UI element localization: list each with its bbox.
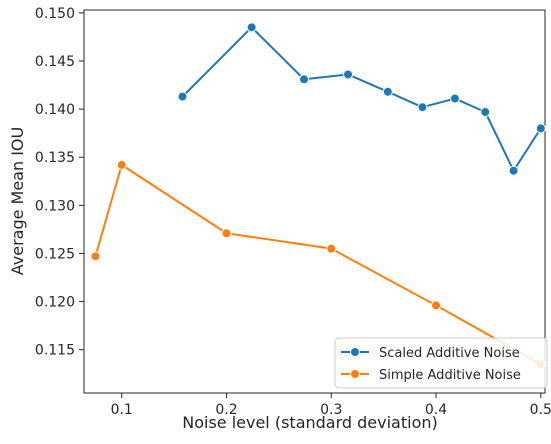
y-tick-label: 0.130 (35, 198, 75, 214)
x-axis-title: Noise level (standard deviation) (182, 413, 438, 432)
data-point (431, 300, 442, 311)
x-tick-label: 0.2 (215, 402, 237, 418)
x-tick-label: 0.4 (425, 402, 447, 418)
y-axis-title: Average Mean IOU (8, 127, 27, 276)
y-tick-label: 0.120 (35, 295, 75, 311)
data-point (535, 123, 546, 134)
y-tick-label: 0.135 (35, 150, 75, 166)
data-point (221, 228, 232, 239)
y-tick-label: 0.115 (35, 343, 75, 359)
legend-marker-0 (350, 347, 360, 357)
y-tick-label: 0.150 (35, 6, 75, 22)
legend-label-0: Scaled Additive Noise (379, 346, 520, 361)
data-point (382, 86, 393, 97)
ticks-layer: 0.115 0.120 0.125 0.130 0.135 0.140 0.145 0.150… (35, 6, 551, 418)
data-point (116, 159, 127, 170)
data-point (177, 91, 188, 102)
series-line-0 (181, 26, 542, 172)
data-point (246, 22, 257, 33)
x-tick-label: 0.5 (530, 402, 551, 418)
x-tick-label: 0.1 (111, 402, 133, 418)
data-point (480, 107, 491, 118)
y-tick-label: 0.145 (35, 54, 75, 70)
data-point (299, 74, 310, 85)
data-point (343, 69, 354, 80)
data-point (90, 251, 101, 262)
legend-label-1: Simple Additive Noise (379, 368, 521, 383)
legend: Scaled Additive Noise Simple Additive Noi… (334, 337, 548, 389)
data-point (449, 93, 460, 104)
legend-box (334, 337, 548, 389)
legend-marker-1 (350, 369, 360, 379)
y-tick-label: 0.140 (35, 102, 75, 118)
plot-frame-layer (83, 9, 546, 394)
series-layer (90, 22, 546, 370)
series-line-1 (94, 163, 542, 366)
plot-area-border (83, 9, 546, 394)
data-point (326, 243, 337, 254)
x-tick-label: 0.3 (320, 402, 342, 418)
data-point (508, 165, 519, 176)
y-tick-label: 0.125 (35, 246, 75, 262)
data-point (417, 102, 428, 113)
